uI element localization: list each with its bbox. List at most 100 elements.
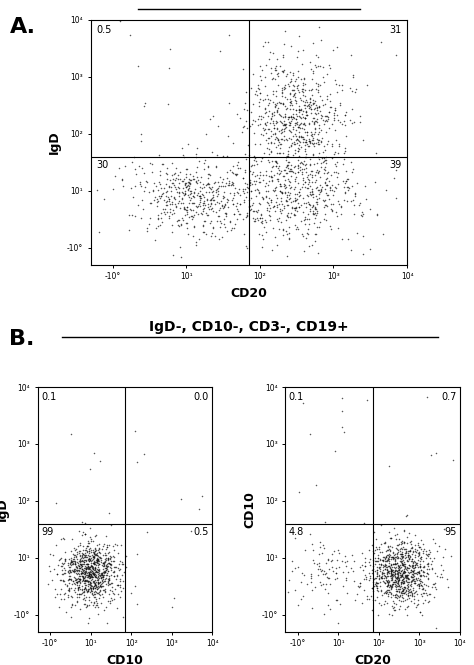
Point [269, 73, 277, 84]
Point [381, 555, 389, 566]
Point [400, 560, 407, 571]
Point [86, 569, 93, 579]
Point [286, 176, 293, 187]
Point [342, 575, 349, 585]
Point [313, 103, 320, 114]
Point [255, 177, 263, 188]
Point [75, 565, 82, 575]
Point [264, 124, 272, 134]
Point [418, 535, 425, 545]
Point [212, 207, 219, 218]
Point [381, 553, 389, 563]
Point [410, 576, 417, 587]
Point [174, 174, 182, 184]
Point [71, 557, 79, 567]
Point [218, 200, 226, 211]
Point [411, 562, 419, 573]
Point [178, 219, 185, 229]
Point [306, 154, 313, 164]
Point [82, 529, 89, 539]
Point [140, 186, 147, 197]
Point [270, 170, 277, 180]
Point [395, 561, 403, 571]
Point [333, 183, 340, 194]
Point [404, 549, 412, 560]
Point [286, 188, 294, 198]
Point [306, 138, 313, 149]
Point [283, 152, 290, 163]
Point [298, 142, 305, 152]
Point [88, 565, 96, 576]
Point [67, 429, 75, 440]
Point [322, 188, 330, 199]
Point [76, 561, 83, 571]
Point [181, 180, 189, 190]
Point [301, 118, 308, 129]
Point [295, 130, 303, 141]
Point [262, 217, 270, 227]
Point [89, 555, 96, 566]
Point [403, 570, 411, 581]
Point [118, 540, 125, 551]
Point [104, 554, 112, 565]
Point [420, 561, 428, 572]
Point [378, 570, 385, 581]
Point [106, 585, 113, 596]
Point [272, 197, 280, 207]
Point [318, 580, 325, 591]
Point [86, 555, 93, 566]
Point [79, 556, 87, 567]
Point [106, 559, 114, 569]
Point [388, 574, 396, 585]
Point [65, 573, 73, 584]
Point [309, 133, 317, 144]
Point [93, 583, 101, 594]
Point [384, 577, 392, 587]
Point [100, 604, 108, 615]
Point [311, 126, 319, 137]
Point [403, 610, 411, 620]
Point [272, 128, 279, 139]
Point [402, 571, 410, 581]
Point [288, 134, 295, 144]
Point [273, 116, 281, 127]
Point [134, 61, 142, 71]
Point [202, 180, 210, 190]
Point [265, 156, 273, 167]
Point [398, 570, 405, 581]
Point [82, 561, 90, 572]
Point [220, 192, 228, 202]
Point [325, 194, 333, 204]
Point [91, 559, 98, 569]
Point [244, 182, 252, 193]
Point [90, 564, 97, 575]
Point [72, 575, 80, 585]
Point [398, 538, 405, 549]
Point [384, 550, 392, 561]
Point [312, 209, 319, 220]
Point [301, 127, 309, 138]
Point [81, 551, 89, 562]
Point [96, 580, 103, 591]
Point [210, 178, 218, 188]
Point [97, 573, 104, 583]
Point [182, 169, 190, 180]
Point [397, 568, 404, 579]
Point [298, 95, 305, 106]
Point [200, 219, 207, 230]
Point [373, 577, 380, 588]
Point [84, 563, 91, 574]
Point [402, 576, 410, 587]
Point [267, 63, 274, 74]
Point [76, 563, 84, 573]
Point [383, 555, 391, 566]
Point [204, 202, 212, 213]
Point [66, 571, 73, 581]
Point [208, 146, 216, 157]
Point [219, 174, 227, 184]
Point [341, 195, 348, 205]
Point [395, 564, 402, 575]
Point [294, 66, 301, 76]
Point [341, 178, 349, 188]
Point [382, 571, 389, 582]
